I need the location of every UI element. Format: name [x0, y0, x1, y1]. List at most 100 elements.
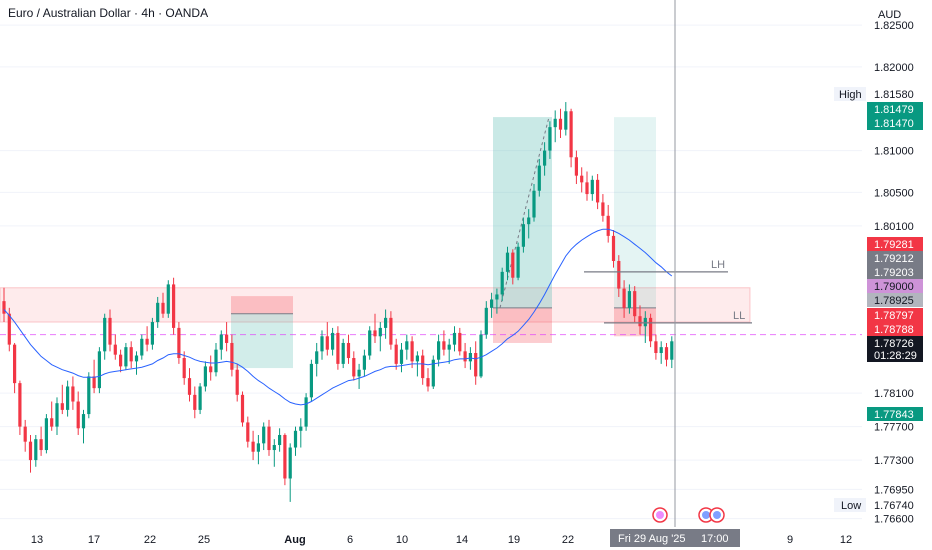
price-label: [867, 348, 923, 362]
time-tick: 25: [198, 534, 210, 546]
candle-body: [81, 414, 86, 429]
price-label-text: 1.78788: [874, 324, 914, 336]
candle-body: [209, 366, 213, 373]
price-label-text: 1.79212: [874, 253, 914, 265]
candle-body: [405, 341, 409, 350]
price-label-text: 1.79000: [874, 281, 914, 293]
moving-average-line: [3, 228, 673, 406]
candle-body: [60, 403, 64, 410]
price-label: [867, 322, 923, 336]
candle-body: [458, 332, 462, 352]
candle-body: [627, 291, 631, 308]
candle-body: [293, 430, 298, 448]
candle-body: [262, 426, 266, 444]
candle-body: [304, 397, 308, 427]
candle-body: [633, 291, 637, 317]
time-tick: 17: [88, 534, 100, 546]
candle-body: [76, 401, 80, 429]
candle-body: [187, 378, 192, 395]
candle-body: [384, 317, 388, 328]
price-label: [867, 293, 923, 307]
crosshair-time: 17:00: [701, 533, 729, 545]
candle-body: [484, 307, 488, 335]
candle-body: [315, 351, 319, 364]
candle-body: [129, 347, 133, 362]
candle-body: [278, 434, 282, 446]
candle-body: [113, 344, 117, 355]
candle-body: [479, 334, 483, 377]
candle-body: [490, 299, 494, 308]
candle-body: [399, 349, 404, 364]
candle-body: [320, 336, 324, 352]
time-axis[interactable]: 13 17 22 25 Aug 6 10 14 19 22 9 12 Fri 29 Aug '25 17:…: [0, 527, 932, 550]
price-tick: 1.76600: [874, 514, 914, 526]
candle-body: [44, 418, 48, 451]
time-tick: 19: [508, 534, 520, 546]
candle-body: [87, 376, 91, 415]
time-tick: 6: [347, 534, 353, 546]
candle-body: [39, 439, 43, 451]
candle-body: [182, 358, 186, 379]
event-marker-icon: [656, 511, 664, 519]
candle-body: [505, 252, 510, 272]
candle-body: [468, 353, 472, 362]
candle-body: [240, 394, 245, 423]
candle-body: [299, 426, 303, 431]
time-tick: 22: [562, 534, 574, 546]
candle-body: [198, 386, 202, 410]
candle-body: [177, 327, 181, 359]
candle-body: [495, 294, 499, 300]
price-label-text: 1.78925: [874, 295, 914, 307]
price-label: [867, 87, 923, 101]
candle-body: [590, 179, 594, 195]
crosshair-date: Fri 29 Aug '25: [618, 533, 686, 545]
candle-body: [362, 355, 366, 370]
candle-body: [235, 369, 239, 395]
candles: [2, 102, 674, 502]
price-label: [867, 279, 923, 293]
candle-body: [585, 182, 589, 195]
chart-title: Euro / Australian Dollar · 4h · OANDA: [8, 6, 209, 20]
candle-body: [410, 341, 414, 362]
high-label: High: [839, 89, 862, 101]
candle-body: [664, 347, 669, 360]
candle-body: [288, 447, 292, 479]
candle-body: [569, 111, 573, 158]
price-label-text: 1.76740: [874, 500, 914, 512]
currency-label: AUD: [878, 9, 901, 21]
time-tick: 12: [840, 534, 852, 546]
price-tick: 1.78100: [874, 388, 914, 400]
time-tick: 9: [787, 534, 793, 546]
candle-body: [331, 332, 335, 350]
price-tick: 1.82000: [874, 62, 914, 74]
candle-body: [23, 426, 27, 442]
price-label-text: 1.81470: [874, 118, 914, 130]
candle-body: [246, 422, 250, 442]
price-label: [867, 102, 923, 116]
price-label-text: 1.78797: [874, 310, 914, 322]
price-label-text: 1.81479: [874, 104, 914, 116]
candle-body: [71, 386, 75, 402]
candle-body: [341, 342, 345, 364]
candle-body: [638, 316, 642, 327]
price-tick: 1.77300: [874, 455, 914, 467]
candle-body: [357, 369, 361, 377]
price-tick: 1.76950: [874, 484, 914, 496]
candle-body: [166, 284, 170, 314]
candle-body: [527, 217, 531, 225]
stop-zone: [231, 296, 293, 314]
candle-body: [606, 215, 610, 236]
candle-body: [150, 322, 154, 345]
candle-body: [251, 441, 255, 452]
candle-body: [193, 394, 197, 410]
candle-body: [219, 334, 223, 350]
low-tag: [834, 498, 866, 512]
candle-body: [346, 342, 351, 359]
candle-body: [97, 351, 101, 389]
candle-body: [654, 341, 658, 354]
candle-body: [447, 344, 451, 350]
candle-body: [272, 445, 276, 451]
candle-body: [309, 363, 313, 398]
